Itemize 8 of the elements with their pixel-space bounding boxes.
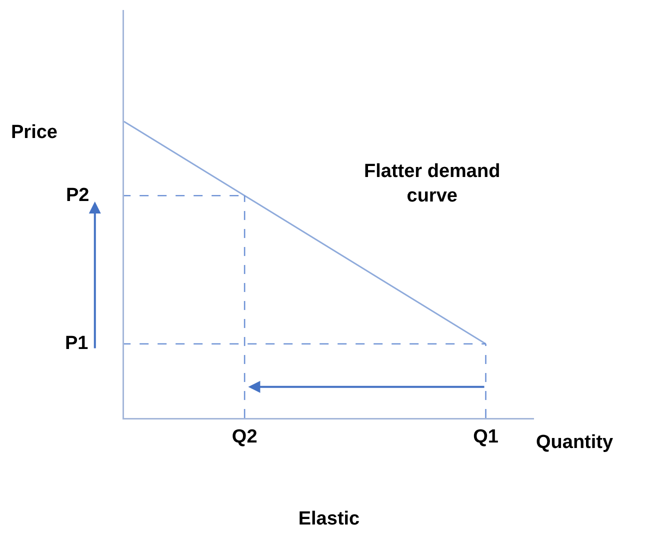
ref-line-label: P1 [65, 333, 89, 354]
ref-line-label: P2 [66, 185, 90, 206]
x-axis-title: Quantity [536, 432, 614, 453]
annotation: Flatter demand curve [364, 161, 500, 207]
x-tick-label: Q1 [473, 426, 499, 448]
y-axis-title: Price [11, 122, 58, 143]
text: Elastic [298, 508, 360, 530]
x-tick-label: Q2 [232, 426, 258, 448]
